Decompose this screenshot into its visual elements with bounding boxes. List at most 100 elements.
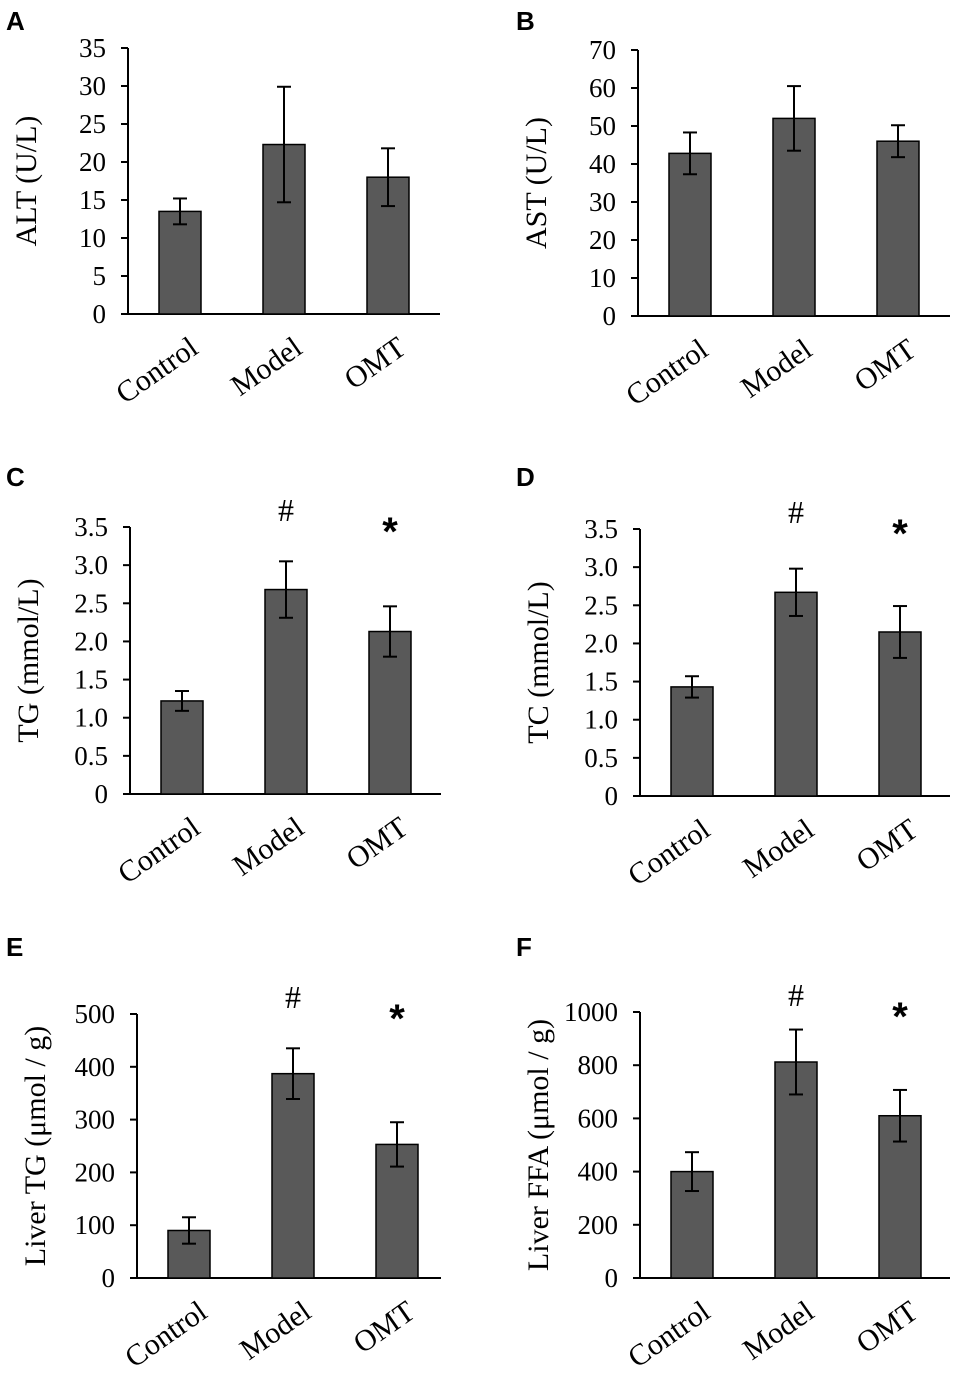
y-tick-label: 1000: [564, 997, 618, 1027]
bar-omt: [368, 630, 412, 795]
category-label: OMT: [848, 333, 922, 398]
panel-letter: F: [516, 932, 532, 962]
y-tick-label: 1.0: [584, 705, 618, 735]
y-axis-title: TC (mmol/L): [522, 581, 555, 743]
y-axis-title: TG (mmol/L): [12, 578, 45, 742]
bar-omt: [878, 631, 922, 797]
y-tick-label: 400: [75, 1052, 116, 1082]
panel-letter: C: [6, 462, 25, 492]
significance-hash: #: [788, 977, 804, 1013]
bar-model: [774, 591, 818, 797]
category-label: Control: [119, 1295, 213, 1375]
significance-star: *: [382, 510, 398, 554]
category-label: Control: [110, 331, 204, 411]
significance-star: *: [892, 995, 908, 1039]
bar-model: [264, 588, 308, 795]
y-tick-label: 5: [93, 261, 107, 291]
y-tick-label: 0: [605, 1263, 619, 1293]
category-label: OMT: [340, 811, 414, 876]
panel-a: A 0 5 10 15 20 25 30 35 ALT (U/L) Control Model OMT: [6, 6, 440, 410]
y-tick-label: 200: [578, 1210, 619, 1240]
category-label: Control: [622, 1295, 716, 1375]
category-label: Model: [737, 1295, 820, 1367]
category-label: OMT: [850, 813, 924, 878]
y-tick-label: 600: [578, 1103, 619, 1133]
y-axis-title: Liver TG (μmol / g): [19, 1026, 52, 1266]
category-label: Model: [737, 813, 820, 885]
y-tick-label: 25: [79, 109, 106, 139]
category-label: Model: [225, 331, 308, 403]
y-tick-label: 30: [589, 187, 616, 217]
y-axis-title: AST (U/L): [520, 117, 553, 249]
y-tick-label: 1.0: [74, 703, 108, 733]
y-tick-label: 0: [603, 301, 617, 331]
y-tick-label: 0: [605, 781, 619, 811]
y-tick-label: 800: [578, 1050, 619, 1080]
y-tick-label: 10: [589, 263, 616, 293]
y-tick-label: 3.5: [74, 512, 108, 542]
y-axis-title: Liver FFA (μmol / g): [522, 1019, 555, 1271]
bar-omt: [876, 140, 920, 317]
panel-b: B 0 10 20 30 40 50 60 70 AST (U/L) Control Model OMT: [516, 6, 950, 412]
bar-control: [160, 700, 204, 795]
y-axis-title: ALT (U/L): [10, 116, 43, 247]
category-label: Model: [735, 333, 818, 405]
category-label: Model: [234, 1295, 317, 1367]
y-tick-label: 0: [95, 779, 109, 809]
category-label: Control: [622, 813, 716, 893]
bar-model: [262, 143, 306, 315]
y-tick-label: 1.5: [584, 667, 618, 697]
category-label: Control: [620, 333, 714, 413]
panel-letter: A: [6, 6, 25, 36]
y-tick-label: 0: [102, 1263, 116, 1293]
y-tick-label: 30: [79, 71, 106, 101]
y-tick-label: 2.5: [74, 588, 108, 618]
y-tick-label: 1.5: [74, 665, 108, 695]
panel-f: F 0 200 400 600 800 1000 Liver FFA (μmol / g) Co…: [516, 932, 950, 1374]
category-label: OMT: [338, 331, 412, 396]
panel-c: C 0 0.5 1.0 1.5 2.0 2.5 3.0 3.5 TG (mmol/L) Contro…: [6, 462, 441, 890]
y-tick-label: 3.0: [74, 550, 108, 580]
y-tick-label: 2.0: [584, 628, 618, 658]
y-tick-label: 500: [75, 999, 116, 1029]
y-tick-label: 20: [589, 225, 616, 255]
y-tick-label: 200: [75, 1157, 116, 1187]
y-tick-label: 35: [79, 33, 106, 63]
panel-letter: B: [516, 6, 535, 36]
y-tick-label: 3.5: [584, 514, 618, 544]
y-tick-label: 0.5: [74, 741, 108, 771]
y-tick-label: 300: [75, 1105, 116, 1135]
significance-star: *: [892, 512, 908, 556]
y-tick-label: 0: [93, 299, 107, 329]
y-tick-label: 15: [79, 185, 106, 215]
y-tick-label: 3.0: [584, 552, 618, 582]
bar-model: [271, 1072, 315, 1279]
y-tick-label: 0.5: [584, 743, 618, 773]
category-label: Control: [112, 811, 206, 891]
bar-control: [668, 152, 712, 317]
y-tick-label: 70: [589, 35, 616, 65]
category-label: OMT: [347, 1295, 421, 1360]
y-tick-label: 50: [589, 111, 616, 141]
panel-letter: E: [6, 932, 23, 962]
y-tick-label: 400: [578, 1157, 619, 1187]
y-tick-label: 2.5: [584, 590, 618, 620]
bar-omt: [878, 1114, 922, 1279]
significance-star: *: [389, 997, 405, 1041]
y-tick-label: 60: [589, 73, 616, 103]
category-label: OMT: [850, 1295, 924, 1360]
significance-hash: #: [278, 492, 294, 528]
panel-letter: D: [516, 462, 535, 492]
category-label: Model: [227, 811, 310, 883]
y-tick-label: 20: [79, 147, 106, 177]
bar-control: [670, 686, 714, 797]
y-tick-label: 2.0: [74, 626, 108, 656]
panel-d: D 0 0.5 1.0 1.5 2.0 2.5 3.0 3.5 TC (mmol/L) Contro…: [516, 462, 950, 892]
y-tick-label: 40: [589, 149, 616, 179]
y-tick-label: 10: [79, 223, 106, 253]
y-tick-label: 100: [75, 1210, 116, 1240]
bar-control: [158, 210, 202, 315]
significance-hash: #: [285, 979, 301, 1015]
significance-hash: #: [788, 494, 804, 530]
